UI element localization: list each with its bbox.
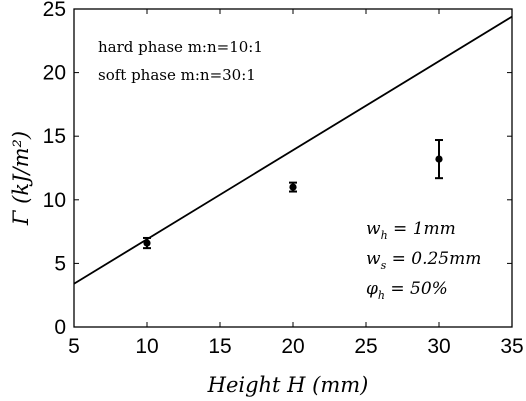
annotation-wh: wh = 1mm [366, 219, 456, 242]
annotation-hard-phase: hard phase m:n=10:1 [98, 38, 263, 56]
x-tick-label: 30 [427, 335, 450, 358]
plot-area [73, 15, 513, 285]
data-point [435, 155, 443, 163]
y-tick-label: 5 [54, 252, 66, 275]
fit-line [73, 15, 513, 285]
annotation-soft-phase: soft phase m:n=30:1 [98, 66, 256, 84]
x-tick-label: 15 [208, 335, 231, 358]
x-tick-label: 20 [281, 335, 304, 358]
y-tick-label: 20 [43, 62, 66, 85]
y-tick-label: 10 [43, 189, 66, 212]
annotation-phi: φh = 50% [366, 279, 448, 302]
y-tick-label: 0 [54, 316, 66, 339]
x-axis-label: Height H (mm) [207, 373, 369, 397]
y-tick-label: 15 [43, 125, 66, 148]
annotation-ws: ws = 0.25mm [366, 249, 481, 272]
data-point [289, 183, 297, 191]
y-tick-label: 25 [43, 0, 66, 21]
y-axis-label: Γ (kJ/m²) [9, 131, 33, 226]
x-tick-label: 10 [135, 335, 158, 358]
x-tick-label: 5 [68, 335, 80, 358]
x-tick-label: 25 [354, 335, 377, 358]
x-tick-label: 35 [500, 335, 523, 358]
